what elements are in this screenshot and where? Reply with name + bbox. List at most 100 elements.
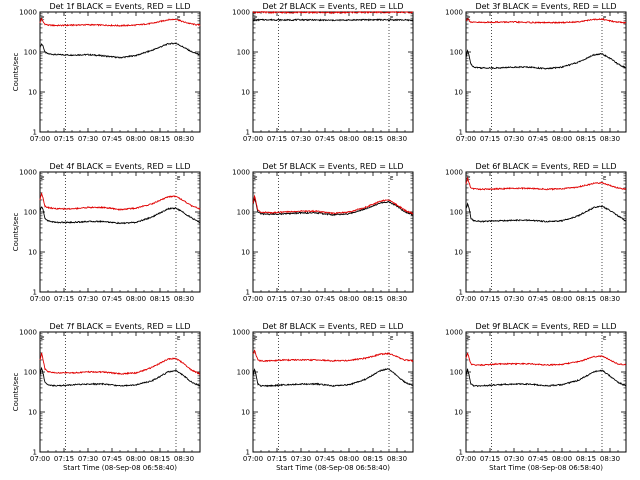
x-tick-label: 07:30 [504,455,524,463]
x-tick-label: 08:30 [600,295,620,303]
y-tick-label: 100 [450,49,463,57]
x-tick-label: 07:15 [267,295,287,303]
x-tick-label: 07:00 [243,135,263,143]
x-tick-label: 07:15 [54,455,74,463]
series-line-lld [466,19,626,24]
left-edge-marker: E [41,176,45,182]
y-tick-label: 100 [24,209,37,217]
x-tick-label: 07:45 [102,455,122,463]
x-tick-label: 08:15 [150,295,170,303]
x-tick-label: 07:30 [78,135,98,143]
x-tick-label: 07:45 [315,135,335,143]
series-line-events [253,19,413,21]
detector-panel-7: Det 7f BLACK = Events, RED = LLD11010010… [12,322,200,472]
series-line-lld [40,194,200,210]
x-axis-label: Start Time (08-Sep-08 06:58:40) [63,464,177,472]
x-tick-label: 07:30 [291,455,311,463]
x-tick-label: 08:15 [576,135,596,143]
x-tick-label: 08:30 [387,455,407,463]
y-tick-label: 1000 [232,169,250,177]
y-tick-label: 1000 [19,9,37,17]
x-tick-label: 07:45 [528,455,548,463]
x-tick-label: 07:15 [54,135,74,143]
y-tick-label: 1000 [445,329,463,337]
panel-title: Det 1f BLACK = Events, RED = LLD [49,2,190,11]
left-edge-marker: E [41,336,45,342]
x-tick-label: 07:45 [315,295,335,303]
time-marker-label: E [390,176,394,182]
x-tick-label: 07:00 [30,295,50,303]
x-tick-label: 07:15 [267,135,287,143]
y-tick-label: 100 [24,369,37,377]
x-axis-label: Start Time (08-Sep-08 06:58:40) [489,464,603,472]
y-tick-label: 1000 [232,9,250,17]
x-tick-label: 08:00 [126,135,146,143]
time-marker-label: E [177,176,181,182]
panel-title: Det 5f BLACK = Events, RED = LLD [262,162,403,171]
panel-title: Det 9f BLACK = Events, RED = LLD [475,322,616,331]
detector-panel-1: Det 1f BLACK = Events, RED = LLD11010010… [12,2,200,143]
time-marker-label: E [603,176,607,182]
y-tick-label: 1000 [19,329,37,337]
x-tick-label: 07:15 [480,295,500,303]
x-tick-label: 08:15 [363,455,383,463]
panel-title: Det 8f BLACK = Events, RED = LLD [262,322,403,331]
x-tick-label: 08:30 [600,455,620,463]
y-axis-label: Counts/sec [12,213,20,252]
y-axis-label: Counts/sec [12,373,20,412]
panel-title: Det 6f BLACK = Events, RED = LLD [475,162,616,171]
x-tick-label: 07:30 [504,295,524,303]
x-tick-label: 07:30 [78,295,98,303]
left-edge-marker: E [254,16,258,22]
x-tick-label: 07:00 [456,455,476,463]
panel-title: Det 7f BLACK = Events, RED = LLD [49,322,190,331]
x-tick-label: 07:30 [291,295,311,303]
series-line-lld [40,19,200,27]
y-tick-label: 10 [241,249,250,257]
y-tick-label: 1000 [445,169,463,177]
left-edge-marker: E [254,176,258,182]
x-tick-label: 07:00 [30,135,50,143]
x-tick-label: 08:00 [339,295,359,303]
x-tick-label: 08:00 [339,135,359,143]
x-tick-label: 07:45 [315,455,335,463]
x-tick-label: 08:30 [600,135,620,143]
y-tick-label: 10 [241,409,250,417]
x-tick-label: 07:45 [528,135,548,143]
left-edge-marker: E [467,336,471,342]
y-tick-label: 1000 [232,329,250,337]
x-tick-label: 07:00 [30,455,50,463]
y-tick-label: 10 [454,409,463,417]
x-tick-label: 07:30 [291,135,311,143]
x-tick-label: 08:30 [174,135,194,143]
x-tick-label: 07:15 [54,295,74,303]
x-tick-label: 07:00 [243,295,263,303]
time-marker-label: E [177,336,181,342]
x-tick-label: 07:30 [504,135,524,143]
x-tick-label: 08:00 [126,455,146,463]
detector-panel-9: Det 9f BLACK = Events, RED = LLD 1 10 100 10… [445,322,626,472]
y-tick-label: 100 [237,369,250,377]
y-tick-label: 100 [450,209,463,217]
y-tick-label: 10 [454,89,463,97]
y-tick-label: 100 [24,49,37,57]
detector-panel-2: Det 2f BLACK = Events, RED = LLD 1 10 100 10… [232,2,413,143]
x-tick-label: 08:00 [552,455,572,463]
series-line-events [466,204,626,222]
x-tick-label: 07:15 [480,455,500,463]
detector-panel-6: Det 6f BLACK = Events, RED = LLD 1 10 100 10… [445,162,626,303]
x-tick-label: 07:45 [102,135,122,143]
time-marker-label: E [603,336,607,342]
x-tick-label: 07:00 [243,455,263,463]
x-tick-label: 08:00 [339,455,359,463]
x-tick-label: 07:00 [456,295,476,303]
y-tick-label: 100 [237,209,250,217]
x-tick-label: 08:15 [150,135,170,143]
panel-title: Det 4f BLACK = Events, RED = LLD [49,162,190,171]
y-tick-label: 100 [237,49,250,57]
detector-panel-4: Det 4f BLACK = Events, RED = LLD 1 10 100 10… [12,162,200,303]
time-marker-label: E [390,16,394,22]
x-axis-label: Start Time (08-Sep-08 06:58:40) [276,464,390,472]
y-tick-label: 1000 [445,9,463,17]
